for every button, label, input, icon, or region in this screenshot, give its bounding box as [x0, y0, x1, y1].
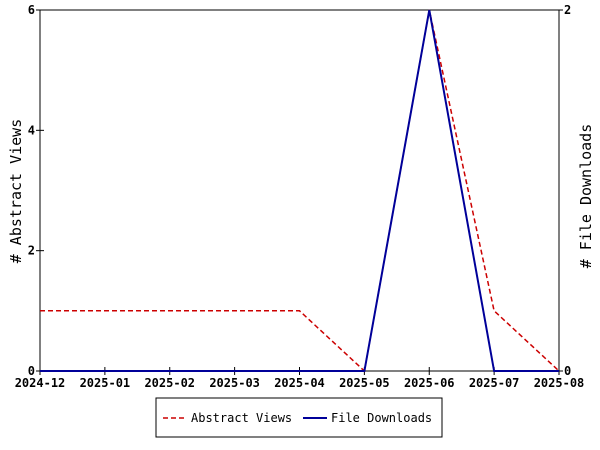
x-tick-label: 2025-08 — [534, 376, 585, 390]
series-line-file-downloads — [40, 9, 559, 372]
x-tick-label: 2025-01 — [80, 376, 131, 390]
y-tick-label: 6 — [28, 3, 35, 17]
plot-area-frame — [39, 9, 560, 372]
x-tick-label: 2025-03 — [209, 376, 260, 390]
x-tick-label: 2025-04 — [274, 376, 325, 390]
y-tick-label: 4 — [28, 123, 35, 137]
legend-box — [155, 397, 443, 438]
y2-tick-label: 2 — [564, 3, 571, 17]
series-line-abstract-views — [40, 9, 560, 373]
x-tick-label: 2025-05 — [339, 376, 390, 390]
y-tick-label: 0 — [28, 364, 35, 378]
x-tick-label: 2025-07 — [469, 376, 520, 390]
legend-label-abstract-views: Abstract Views — [191, 411, 292, 425]
y-tick-label: 2 — [28, 244, 35, 258]
y-axis-title: # Abstract Views — [7, 119, 25, 264]
legend-label-file-downloads: File Downloads — [331, 411, 432, 425]
y2-tick-label: 0 — [564, 364, 571, 378]
y2-axis-title: # File Downloads — [577, 124, 595, 269]
x-tick-label: 2025-06 — [404, 376, 455, 390]
x-tick-label: 2025-02 — [144, 376, 195, 390]
x-tick-label: 2024-12 — [15, 376, 66, 390]
legend: Abstract Views File Downloads — [155, 397, 443, 438]
